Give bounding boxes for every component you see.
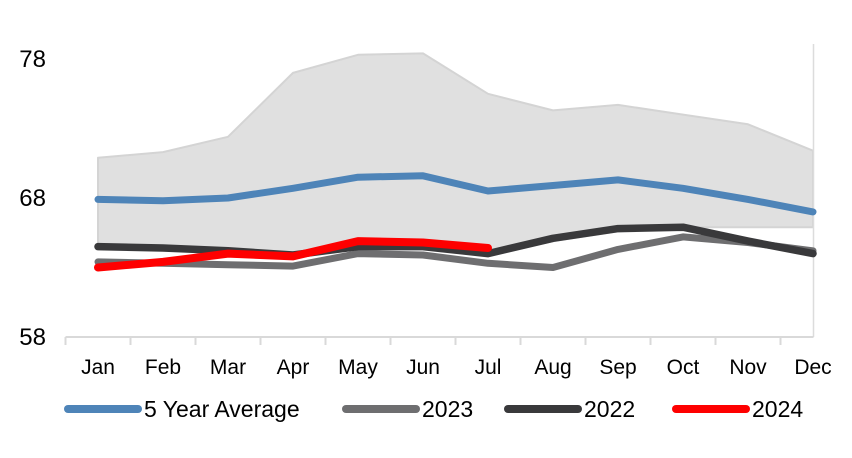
5-year-range-band bbox=[97, 52, 814, 258]
x-tick-label: Jun bbox=[406, 356, 440, 379]
legend-label: 2023 bbox=[422, 396, 473, 422]
x-tick-label: Aug bbox=[534, 356, 571, 379]
legend-label: 2022 bbox=[584, 396, 635, 422]
x-tick-label: Apr bbox=[277, 356, 310, 379]
x-tick-label: Jan bbox=[81, 356, 115, 379]
x-tick-label: Oct bbox=[667, 356, 700, 379]
x-tick-label: Dec bbox=[794, 356, 831, 379]
series-line-5-year-average bbox=[94, 172, 817, 216]
x-tick-label: Sep bbox=[599, 356, 636, 379]
series-line-2023 bbox=[94, 233, 817, 271]
x-tick-label: Mar bbox=[210, 356, 246, 379]
series-line-2022 bbox=[94, 223, 817, 259]
x-tick-label: May bbox=[338, 356, 378, 379]
y-tick-label: 68 bbox=[19, 185, 46, 212]
x-tick-label: Jul bbox=[475, 356, 502, 379]
y-tick-label: 78 bbox=[19, 46, 46, 73]
legend-label: 5 Year Average bbox=[144, 396, 300, 422]
y-tick-label: 58 bbox=[19, 324, 46, 351]
series-line-2024 bbox=[94, 237, 492, 272]
x-tick-label: Nov bbox=[729, 356, 767, 379]
legend-label: 2024 bbox=[752, 396, 803, 422]
x-tick-label: Feb bbox=[145, 356, 181, 379]
